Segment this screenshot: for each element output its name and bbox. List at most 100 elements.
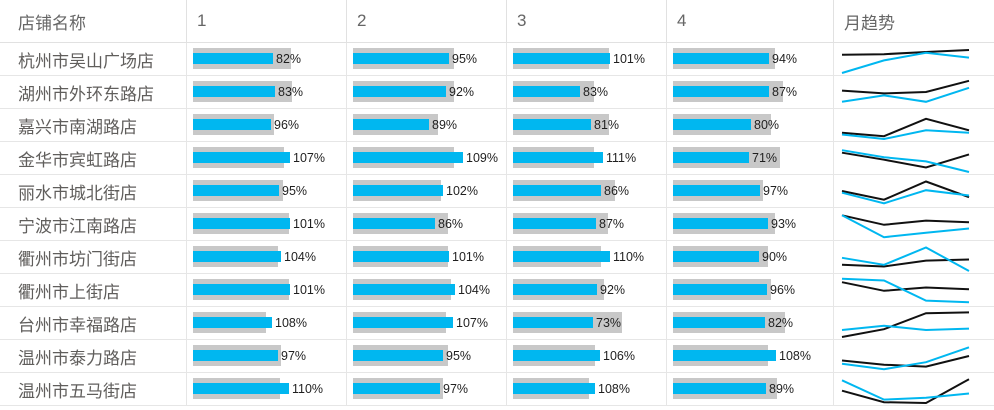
month-bar-cell: 110% (186, 373, 346, 405)
month-bar-cell: 90% (666, 241, 833, 273)
actual-value-bar (673, 152, 749, 163)
actual-value-bar (193, 383, 289, 394)
store-name-label: 杭州市吴山广场店 (18, 51, 154, 71)
trend-line-blue (841, 214, 970, 239)
percent-label: 104% (284, 250, 316, 264)
table-body: 杭州市吴山广场店 82% 95% 101% 94% 湖州市外环东路店 83% 92% 83% 87… (0, 43, 994, 406)
month-bar-cell: 108% (186, 307, 346, 339)
month-bar-cell: 104% (186, 241, 346, 273)
table-row[interactable]: 温州市泰力路店 97% 95% 106% 108% (0, 340, 994, 373)
actual-value-bar (673, 383, 766, 394)
month-bar-cell: 81% (506, 109, 666, 141)
table-row[interactable]: 嘉兴市南湖路店 96% 89% 81% 80% (0, 109, 994, 142)
table-row[interactable]: 台州市幸福路店 108% 107% 73% 82% (0, 307, 994, 340)
month-trend-sparkline (833, 208, 994, 240)
table-row[interactable]: 衢州市上街店 101% 104% 92% 96% (0, 274, 994, 307)
table-row[interactable]: 宁波市江南路店 101% 86% 87% 93% (0, 208, 994, 241)
month-bar-cell: 110% (506, 241, 666, 273)
table-row[interactable]: 金华市宾虹路店 107% 109% 111% 71% (0, 142, 994, 175)
column-header-month-1[interactable]: 1 (186, 0, 346, 42)
percent-label: 86% (604, 184, 630, 198)
sparkline-chart (841, 277, 970, 304)
month-bar-cell: 101% (186, 274, 346, 306)
trend-line-blue (841, 346, 970, 371)
store-name-label: 衢州市坊门街店 (18, 249, 137, 269)
month-bar-cell: 86% (346, 208, 506, 240)
store-name-label: 台州市幸福路店 (18, 315, 137, 335)
trend-line-black (841, 151, 970, 169)
actual-value-bar (193, 284, 290, 295)
sparkline-chart (841, 378, 970, 405)
table-row[interactable]: 丽水市城北街店 95% 102% 86% 97% (0, 175, 994, 208)
sparkline-chart (841, 311, 970, 338)
month-bar-cell: 104% (346, 274, 506, 306)
month-trend-sparkline (833, 142, 994, 174)
store-name-label: 丽水市城北街店 (18, 183, 137, 203)
table-row[interactable]: 湖州市外环东路店 83% 92% 83% 87% (0, 76, 994, 109)
table-row[interactable]: 杭州市吴山广场店 82% 95% 101% 94% (0, 43, 994, 76)
month-trend-sparkline (833, 373, 994, 405)
store-name-label: 湖州市外环东路店 (18, 84, 154, 104)
month-trend-sparkline (833, 307, 994, 339)
month-bar-cell: 94% (666, 43, 833, 75)
month-bar-cell: 89% (666, 373, 833, 405)
trend-line-black (841, 214, 970, 226)
percent-label: 96% (274, 118, 300, 132)
actual-value-bar (513, 86, 580, 97)
store-name-label: 嘉兴市南湖路店 (18, 117, 137, 137)
column-header-month-2[interactable]: 2 (346, 0, 506, 42)
month-bar-cell: 96% (666, 274, 833, 306)
column-header-month-4[interactable]: 4 (666, 0, 833, 42)
table-row[interactable]: 温州市五马街店 110% 97% 108% 89% (0, 373, 994, 406)
month-bar-cell: 108% (506, 373, 666, 405)
percent-label: 81% (594, 118, 620, 132)
month-trend-sparkline (833, 340, 994, 372)
month-bar-cell: 71% (666, 142, 833, 174)
month-trend-sparkline (833, 241, 994, 273)
percent-label: 87% (772, 85, 798, 99)
month-bar-cell: 89% (346, 109, 506, 141)
table-header-row: 店铺名称 1 2 3 4 月趋势 (0, 0, 994, 43)
month-bar-cell: 95% (186, 175, 346, 207)
sparkline-chart (841, 149, 970, 173)
percent-label: 94% (772, 52, 798, 66)
month-bar-cell: 95% (346, 340, 506, 372)
actual-value-bar (353, 350, 443, 361)
month-bar-cell: 111% (506, 142, 666, 174)
percent-label: 86% (438, 217, 464, 231)
trend-line-blue (841, 324, 970, 332)
percent-label: 90% (762, 250, 788, 264)
percent-label: 108% (275, 316, 307, 330)
column-header-store-name[interactable]: 店铺名称 (18, 13, 86, 33)
actual-value-bar (513, 350, 600, 361)
trend-line-blue (841, 149, 970, 173)
month-bar-cell: 86% (506, 175, 666, 207)
actual-value-bar (513, 53, 610, 64)
trend-line-black (841, 281, 970, 292)
store-name-label: 金华市宾虹路店 (18, 150, 137, 170)
trend-line-blue (841, 246, 970, 272)
percent-label: 83% (278, 85, 304, 99)
month-bar-cell: 97% (666, 175, 833, 207)
month-bar-cell: 108% (666, 340, 833, 372)
actual-value-bar (673, 218, 768, 229)
trend-line-blue (841, 189, 970, 205)
percent-label: 82% (276, 52, 302, 66)
percent-label: 95% (452, 52, 478, 66)
column-header-month-3[interactable]: 3 (506, 0, 666, 42)
percent-label: 83% (583, 85, 609, 99)
percent-label: 95% (282, 184, 308, 198)
sparkline-chart (841, 79, 970, 103)
percent-label: 97% (763, 184, 789, 198)
month-bar-cell: 87% (506, 208, 666, 240)
column-header-month-trend[interactable]: 月趋势 (833, 0, 994, 42)
store-name-label: 宁波市江南路店 (18, 216, 137, 236)
actual-value-bar (513, 218, 596, 229)
actual-value-bar (513, 284, 597, 295)
month-bar-cell: 80% (666, 109, 833, 141)
month-trend-sparkline (833, 175, 994, 207)
month-bar-cell: 101% (186, 208, 346, 240)
percent-label: 97% (281, 349, 307, 363)
trend-line-black (841, 180, 970, 201)
table-row[interactable]: 衢州市坊门街店 104% 101% 110% 90% (0, 241, 994, 274)
